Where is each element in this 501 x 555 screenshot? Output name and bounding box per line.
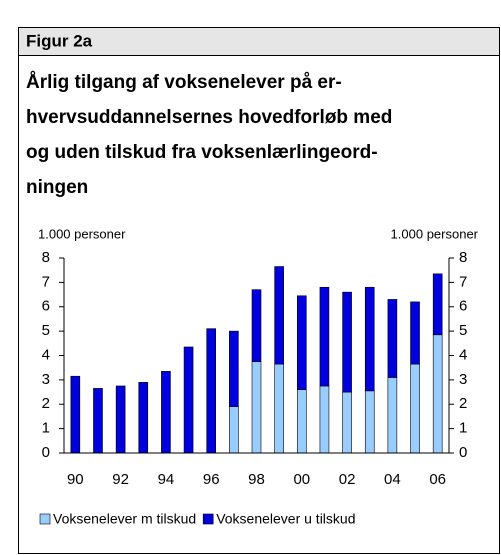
- bar: [319, 286, 330, 387]
- bar: [229, 406, 239, 454]
- bar: [115, 385, 126, 454]
- header-band: [19, 28, 499, 55]
- x-tick-label: 92: [112, 471, 129, 488]
- x-tick-label: 06: [429, 471, 446, 488]
- x-tick-label: 02: [339, 471, 356, 488]
- bar: [251, 289, 262, 362]
- bar: [274, 266, 284, 365]
- y2-axis-label: 1.000 personer: [391, 226, 479, 241]
- y-tick-label: 2: [42, 395, 50, 412]
- bar: [364, 390, 375, 454]
- y2-tick-label: 1: [459, 420, 467, 437]
- bar: [138, 382, 149, 454]
- y-tick-label: 6: [42, 298, 50, 315]
- bar: [206, 328, 217, 454]
- y2-tick-label: 5: [459, 322, 467, 339]
- legend-label: Voksenelever m tilskud: [53, 511, 196, 527]
- bar: [364, 286, 375, 392]
- y2-tick-label: 8: [459, 249, 467, 266]
- legend-swatch: [39, 513, 51, 525]
- x-tick-label: 00: [293, 471, 310, 488]
- bar: [432, 334, 443, 454]
- bar: [410, 363, 420, 454]
- x-tick-label: 94: [158, 471, 175, 488]
- y-tick-label: 5: [42, 322, 50, 339]
- legend-label: Voksenelever u tilskud: [216, 511, 355, 527]
- y-tick-label: 0: [42, 444, 50, 461]
- y2-tick-label: 2: [459, 395, 467, 412]
- y2-tick-label: 3: [459, 371, 467, 388]
- chart-title: og uden tilskud fra voksenlærlingeord-: [26, 142, 378, 163]
- bar: [432, 273, 443, 336]
- y-tick-label: 8: [42, 249, 50, 266]
- y-tick-label: 3: [42, 371, 50, 388]
- bar: [93, 388, 103, 454]
- chart-title: hvervsuddannelsernes hovedforløb med: [26, 107, 392, 128]
- bar: [161, 371, 171, 454]
- bar: [410, 301, 420, 365]
- bar: [274, 363, 284, 454]
- chart-title: ningen: [26, 177, 88, 198]
- bar: [70, 375, 81, 454]
- bar: [387, 299, 398, 378]
- bar: [296, 295, 307, 390]
- x-tick-label: 90: [67, 471, 84, 488]
- bar: [342, 291, 352, 393]
- bar: [296, 389, 307, 454]
- figure-label: Figur 2a: [26, 31, 93, 50]
- bar: [387, 377, 398, 454]
- x-tick-label: 96: [203, 471, 220, 488]
- bar: [319, 385, 330, 454]
- x-tick-label: 98: [248, 471, 265, 488]
- y-axis-label: 1.000 personer: [38, 226, 126, 241]
- y-tick-label: 4: [42, 346, 50, 363]
- chart-title: Årlig tilgang af voksenelever på er-: [26, 72, 342, 93]
- x-tick-label: 04: [384, 471, 401, 488]
- bar: [342, 391, 352, 454]
- y2-tick-label: 0: [459, 444, 467, 461]
- bar: [251, 361, 262, 454]
- bar: [183, 346, 194, 454]
- y-tick-label: 1: [42, 420, 50, 437]
- bar: [229, 330, 239, 407]
- y-tick-label: 7: [42, 273, 50, 290]
- y2-tick-label: 4: [459, 346, 467, 363]
- y2-tick-label: 6: [459, 298, 467, 315]
- legend-swatch: [202, 513, 214, 525]
- y2-tick-label: 7: [459, 273, 467, 290]
